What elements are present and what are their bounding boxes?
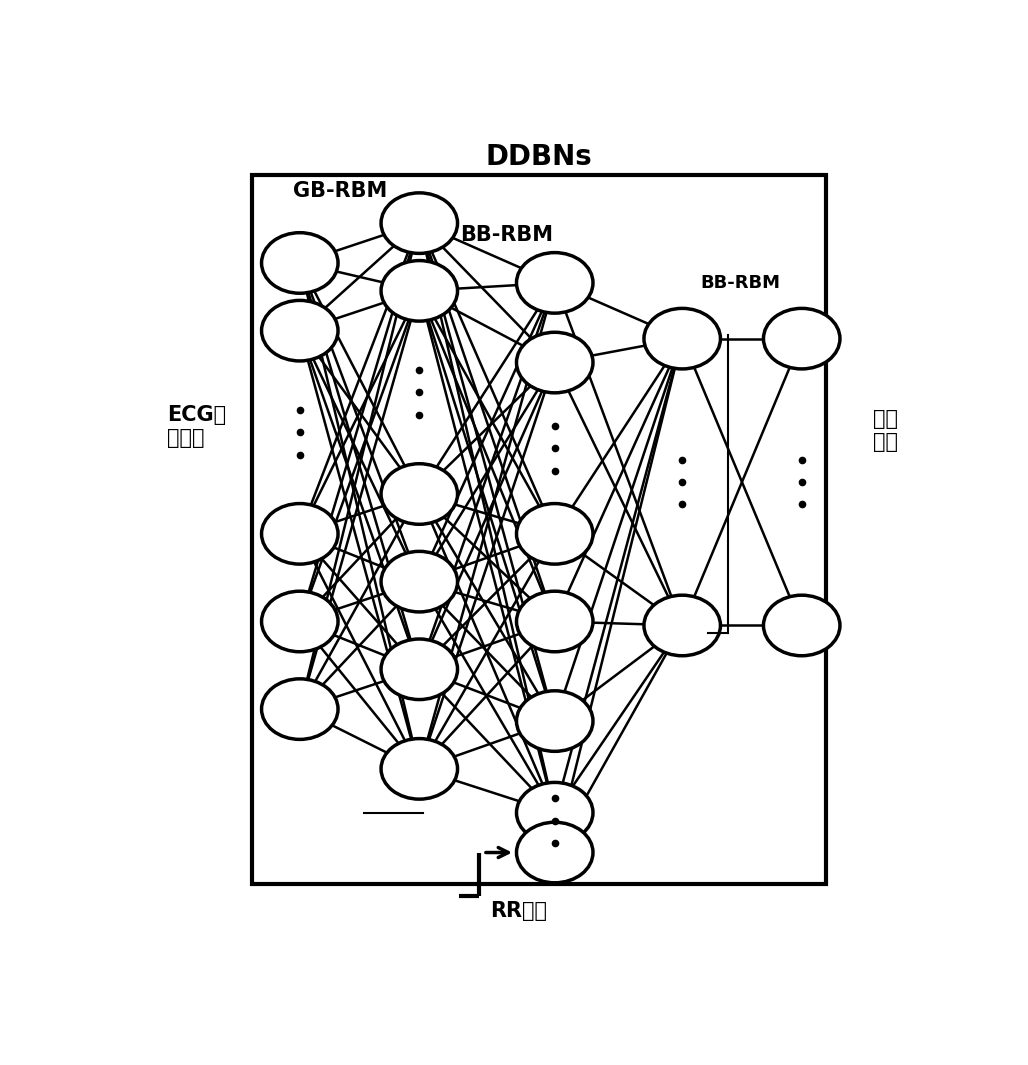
Ellipse shape bbox=[764, 595, 840, 656]
Ellipse shape bbox=[261, 678, 338, 739]
Ellipse shape bbox=[644, 595, 721, 656]
Ellipse shape bbox=[381, 552, 457, 612]
Ellipse shape bbox=[516, 822, 593, 883]
Ellipse shape bbox=[764, 309, 840, 368]
Ellipse shape bbox=[381, 193, 457, 253]
Ellipse shape bbox=[381, 739, 457, 799]
Text: GB-RBM: GB-RBM bbox=[293, 181, 387, 201]
Ellipse shape bbox=[381, 261, 457, 322]
Ellipse shape bbox=[261, 232, 338, 293]
Text: DDBNs: DDBNs bbox=[485, 143, 592, 171]
Text: BB-RBM: BB-RBM bbox=[700, 274, 780, 292]
Ellipse shape bbox=[381, 639, 457, 700]
Ellipse shape bbox=[516, 252, 593, 313]
Ellipse shape bbox=[516, 504, 593, 564]
Ellipse shape bbox=[516, 783, 593, 843]
Text: RR间期: RR间期 bbox=[490, 901, 547, 920]
Text: ECG信
号波形: ECG信 号波形 bbox=[167, 405, 226, 448]
Ellipse shape bbox=[516, 332, 593, 393]
Text: BB-RBM: BB-RBM bbox=[461, 225, 553, 245]
Ellipse shape bbox=[381, 463, 457, 524]
Ellipse shape bbox=[516, 691, 593, 751]
Ellipse shape bbox=[261, 300, 338, 361]
Ellipse shape bbox=[261, 504, 338, 564]
Ellipse shape bbox=[261, 591, 338, 652]
Ellipse shape bbox=[516, 591, 593, 652]
Text: 类别
标签: 类别 标签 bbox=[873, 409, 897, 452]
Ellipse shape bbox=[644, 309, 721, 368]
